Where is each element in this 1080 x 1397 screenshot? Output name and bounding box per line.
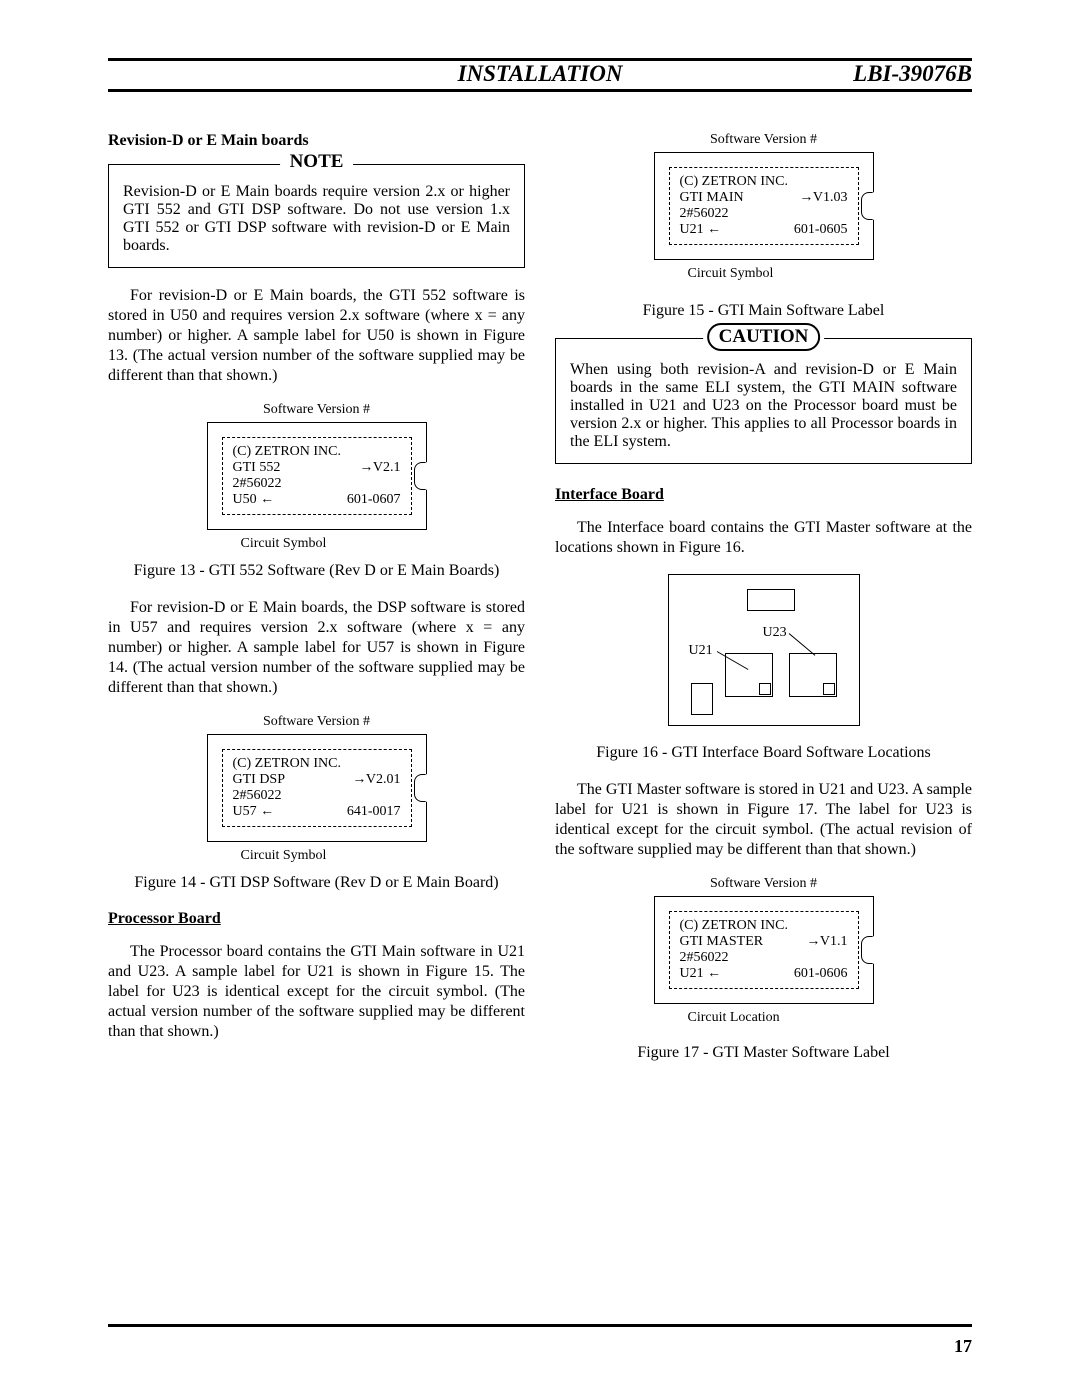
note-text: Revision-D or E Main boards require vers…: [123, 183, 510, 254]
fig14-version: V2.01: [352, 772, 400, 788]
figure-14: Software Version # (C) ZETRON INC. GTI D…: [108, 714, 525, 892]
chip-left-bottom: [691, 683, 713, 715]
fig15-version: V1.03: [799, 190, 847, 206]
fig15-line4a: U21 ←: [680, 222, 722, 238]
fig17-line3: 2#56022: [680, 950, 848, 966]
para-rev-d-dsp: For revision-D or E Main boards, the DSP…: [108, 598, 525, 698]
fig17-bottom-label: Circuit Location: [654, 1010, 874, 1026]
board-diagram: U21 U23: [668, 574, 860, 726]
para-proc: The Processor board contains the GTI Mai…: [108, 942, 525, 1042]
page: INSTALLATION LBI-39076B Revision-D or E …: [0, 0, 1080, 1397]
chip-notch-icon: [861, 192, 874, 220]
fig15-line3: 2#56022: [680, 206, 848, 222]
note-badge: NOTE: [280, 151, 354, 173]
fig13-top-label: Software Version #: [207, 402, 427, 418]
fig14-line2a: GTI DSP: [233, 772, 286, 788]
page-number: 17: [954, 1336, 972, 1357]
content-columns: Revision-D or E Main boards NOTE Revisio…: [108, 132, 972, 1080]
fig13-bottom-label: Circuit Symbol: [207, 536, 427, 552]
fig17-version: V1.1: [806, 934, 847, 950]
fig13-line1: (C) ZETRON INC.: [233, 444, 401, 460]
fig15-top-label: Software Version #: [654, 132, 874, 148]
fig17-line2a: GTI MASTER: [680, 934, 764, 950]
fig14-top-label: Software Version #: [207, 714, 427, 730]
caution-text: When using both revision-A and revision-…: [570, 361, 957, 450]
chip-notch-icon: [861, 936, 874, 964]
para-interface: The Interface board contains the GTI Mas…: [555, 518, 972, 558]
footer-rule: [108, 1324, 972, 1327]
chip-top: [747, 589, 795, 611]
para-rev-d-552: For revision-D or E Main boards, the GTI…: [108, 286, 525, 386]
fig15-line1: (C) ZETRON INC.: [680, 174, 848, 190]
fig16-caption: Figure 16 - GTI Interface Board Software…: [555, 744, 972, 762]
proc-heading: Processor Board: [108, 910, 525, 928]
u23-label: U23: [763, 625, 787, 641]
fig13-version: V2.1: [359, 460, 400, 476]
fig15-bottom-label: Circuit Symbol: [654, 266, 874, 282]
header-doc-id: LBI-39076B: [853, 61, 972, 87]
fig17-top-label: Software Version #: [654, 876, 874, 892]
left-column: Revision-D or E Main boards NOTE Revisio…: [108, 132, 525, 1080]
figure-17: Software Version # (C) ZETRON INC. GTI M…: [555, 876, 972, 1062]
fig17-caption: Figure 17 - GTI Master Software Label: [555, 1044, 972, 1062]
chip-notch-icon: [414, 462, 427, 490]
fig14-caption: Figure 14 - GTI DSP Software (Rev D or E…: [108, 874, 525, 892]
pin1-u23-icon: [823, 683, 835, 695]
rev-heading: Revision-D or E Main boards: [108, 132, 525, 150]
right-column: Software Version # (C) ZETRON INC. GTI M…: [555, 132, 972, 1080]
fig13-line4a: U50 ←: [233, 492, 275, 508]
interface-heading: Interface Board: [555, 486, 972, 504]
caution-box: CAUTION When using both revision-A and r…: [555, 338, 972, 464]
fig14-line3: 2#56022: [233, 788, 401, 804]
fig14-line4b: 641-0017: [347, 804, 401, 820]
caution-badge: CAUTION: [707, 323, 821, 351]
fig17-line1: (C) ZETRON INC.: [680, 918, 848, 934]
header-title: INSTALLATION: [458, 61, 623, 87]
page-header: INSTALLATION LBI-39076B: [108, 58, 972, 92]
fig15-caption: Figure 15 - GTI Main Software Label: [555, 302, 972, 320]
chip-notch-icon: [414, 774, 427, 802]
pin1-u21-icon: [759, 683, 771, 695]
fig14-bottom-label: Circuit Symbol: [207, 848, 427, 864]
fig15-line2a: GTI MAIN: [680, 190, 744, 206]
fig15-line4b: 601-0605: [794, 222, 848, 238]
figure-16: U21 U23 Figure 16 - GTI Interface Board …: [555, 574, 972, 762]
para-master: The GTI Master software is stored in U21…: [555, 780, 972, 860]
figure-15: Software Version # (C) ZETRON INC. GTI M…: [555, 132, 972, 320]
fig13-caption: Figure 13 - GTI 552 Software (Rev D or E…: [108, 562, 525, 580]
figure-13: Software Version # (C) ZETRON INC. GTI 5…: [108, 402, 525, 580]
fig17-line4b: 601-0606: [794, 966, 848, 982]
fig13-line3: 2#56022: [233, 476, 401, 492]
fig14-line4a: U57 ←: [233, 804, 275, 820]
fig14-line1: (C) ZETRON INC.: [233, 756, 401, 772]
note-box: NOTE Revision-D or E Main boards require…: [108, 164, 525, 268]
fig13-line2a: GTI 552: [233, 460, 281, 476]
u21-label: U21: [689, 643, 713, 659]
fig17-line4a: U21 ←: [680, 966, 722, 982]
fig13-line4b: 601-0607: [347, 492, 401, 508]
caution-badge-wrap: CAUTION: [703, 323, 825, 351]
